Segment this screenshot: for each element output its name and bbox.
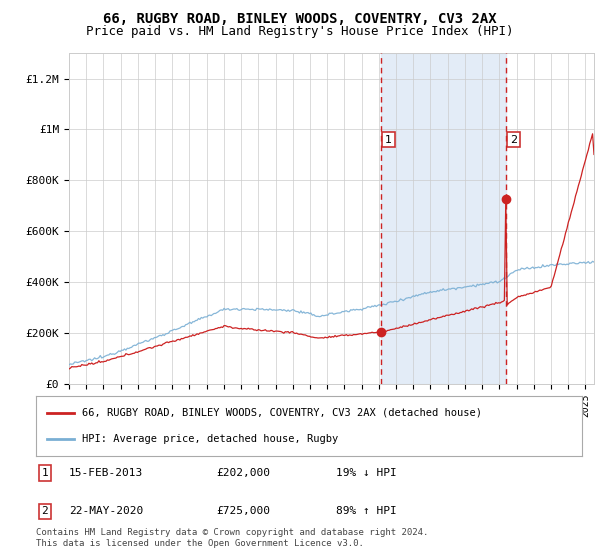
Text: 2: 2: [41, 506, 49, 516]
Text: 1: 1: [41, 468, 49, 478]
Text: 22-MAY-2020: 22-MAY-2020: [69, 506, 143, 516]
Text: 19% ↓ HPI: 19% ↓ HPI: [336, 468, 397, 478]
Text: 15-FEB-2013: 15-FEB-2013: [69, 468, 143, 478]
Text: 66, RUGBY ROAD, BINLEY WOODS, COVENTRY, CV3 2AX: 66, RUGBY ROAD, BINLEY WOODS, COVENTRY, …: [103, 12, 497, 26]
Text: £202,000: £202,000: [216, 468, 270, 478]
Text: 89% ↑ HPI: 89% ↑ HPI: [336, 506, 397, 516]
Text: 2: 2: [510, 134, 517, 144]
Text: Contains HM Land Registry data © Crown copyright and database right 2024.
This d: Contains HM Land Registry data © Crown c…: [36, 528, 428, 548]
Text: £725,000: £725,000: [216, 506, 270, 516]
Text: Price paid vs. HM Land Registry's House Price Index (HPI): Price paid vs. HM Land Registry's House …: [86, 25, 514, 38]
Text: 66, RUGBY ROAD, BINLEY WOODS, COVENTRY, CV3 2AX (detached house): 66, RUGBY ROAD, BINLEY WOODS, COVENTRY, …: [82, 408, 482, 418]
Bar: [381, 53, 506, 384]
Text: HPI: Average price, detached house, Rugby: HPI: Average price, detached house, Rugb…: [82, 435, 338, 445]
Text: 1: 1: [385, 134, 392, 144]
